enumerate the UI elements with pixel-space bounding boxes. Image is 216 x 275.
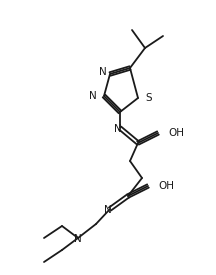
Text: S: S <box>145 93 152 103</box>
Text: N: N <box>89 91 97 101</box>
Text: N: N <box>74 234 82 244</box>
Text: OH: OH <box>168 128 184 138</box>
Text: N: N <box>114 124 122 134</box>
Text: N: N <box>99 67 107 77</box>
Text: N: N <box>104 205 112 215</box>
Text: OH: OH <box>158 181 174 191</box>
